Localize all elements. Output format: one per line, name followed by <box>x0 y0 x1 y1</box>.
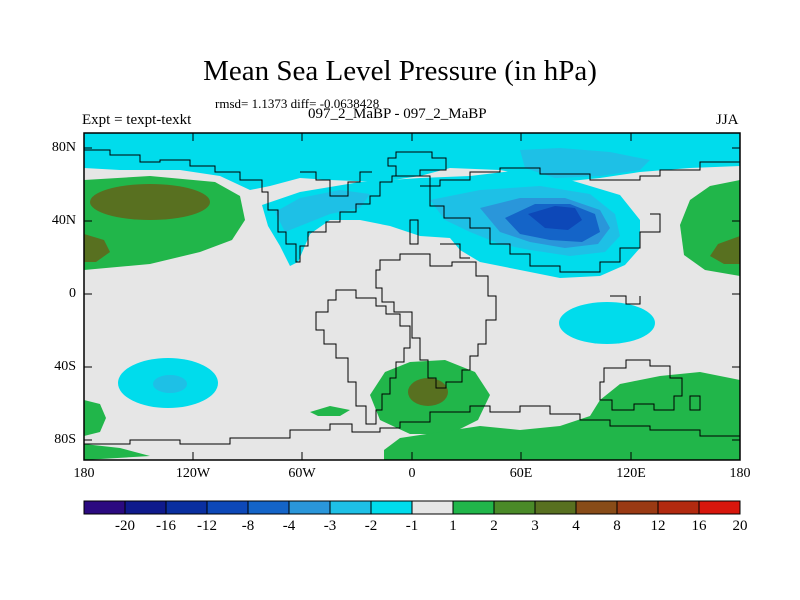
north-pacific-high-core <box>90 184 210 220</box>
lon-label-180-west: 180 <box>73 466 95 481</box>
colorbar-label: 20 <box>732 518 748 534</box>
southwest-high-patch <box>84 400 106 436</box>
colorbar-label: -1 <box>405 518 419 534</box>
lat-label-80n: 80N <box>51 140 76 155</box>
colorbar-label: 2 <box>490 518 498 534</box>
colorbar-swatch <box>493 500 536 515</box>
lon-label-60w: 60W <box>288 466 316 481</box>
colorbar-swatch <box>329 500 372 515</box>
lat-label-40n: 40N <box>51 213 76 228</box>
experiment-label: Expt = texpt-texkt <box>82 112 192 128</box>
far-south-high <box>84 444 150 460</box>
colorbar-swatch <box>206 500 249 515</box>
east-pacific-high-core <box>710 236 740 264</box>
colorbar-swatch <box>698 500 741 515</box>
south-pacific-low-core <box>153 375 187 393</box>
colorbar-label: 16 <box>691 518 707 534</box>
colorbar-swatch <box>124 500 167 515</box>
colorbar-swatch <box>370 500 413 515</box>
colorbar-label: -2 <box>364 518 378 534</box>
colorbar-label: -4 <box>282 518 296 534</box>
colorbar-swatch <box>534 500 577 515</box>
colorbar-label: 12 <box>650 518 666 534</box>
lat-label-40s: 40S <box>54 359 76 374</box>
lon-label-120w: 120W <box>175 466 211 481</box>
colorbar-swatch <box>288 500 331 515</box>
lon-label-0: 0 <box>408 466 416 481</box>
colorbar-swatch <box>616 500 659 515</box>
coastlines <box>84 149 740 445</box>
lat-label-80s: 80S <box>54 432 76 447</box>
lon-label-60e: 60E <box>509 466 533 481</box>
lon-label-180-east: 180 <box>729 466 751 481</box>
colorbar-swatch <box>452 500 495 515</box>
colorbar-label: -3 <box>323 518 337 534</box>
chart-title: Mean Sea Level Pressure (in hPa) <box>203 55 597 87</box>
arctic-low-inner <box>520 148 650 178</box>
axis-ticks <box>84 133 740 460</box>
colorbar-label: 8 <box>613 518 621 534</box>
pressure-field <box>84 133 740 460</box>
colorbar-swatch <box>575 500 618 515</box>
colorbar-label: 3 <box>531 518 539 534</box>
stats-text: rmsd= 1.1373 diff= -0.0638428 <box>215 96 380 111</box>
colorbar-swatch <box>165 500 208 515</box>
asia-low-center <box>528 206 582 230</box>
atlantic-low-patch <box>275 190 370 232</box>
colorbar-label: 4 <box>572 518 580 534</box>
colorbar-label: 1 <box>449 518 457 534</box>
colorbar <box>83 500 741 515</box>
colorbar-swatch <box>411 500 454 515</box>
season-label: JJA <box>716 112 739 128</box>
lat-label-0: 0 <box>69 286 76 301</box>
colorbar-swatch <box>83 500 126 515</box>
colorbar-label: -20 <box>115 518 135 534</box>
southern-high-band <box>384 372 740 460</box>
runs-label: 097_2_MaBP - 097_2_MaBP <box>308 106 487 122</box>
north-pacific-high-edge <box>84 234 110 262</box>
small-high-patch <box>310 406 350 416</box>
colorbar-swatch <box>657 500 700 515</box>
lon-label-120e: 120E <box>616 466 646 481</box>
colorbar-label: -12 <box>197 518 217 534</box>
colorbar-label: -8 <box>241 518 255 534</box>
colorbar-swatch <box>247 500 290 515</box>
south-atlantic-high-core <box>408 378 448 406</box>
colorbar-label: -16 <box>156 518 176 534</box>
indian-ocean-low <box>559 302 655 344</box>
